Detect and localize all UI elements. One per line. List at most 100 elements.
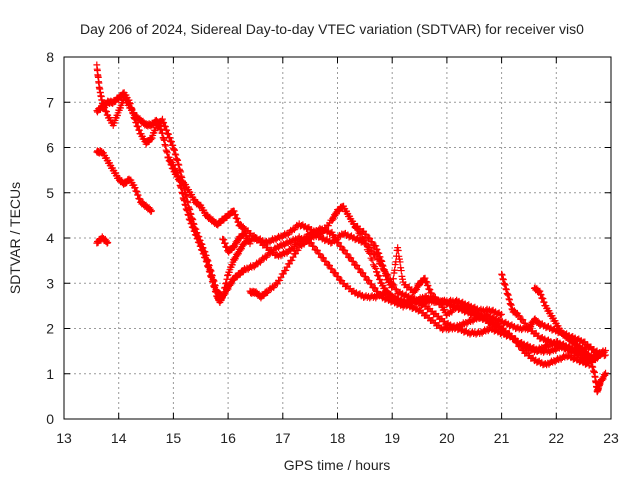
data-point xyxy=(328,265,336,273)
data-point xyxy=(379,261,386,269)
data-point xyxy=(496,311,504,319)
data-point xyxy=(350,220,358,228)
y-tick-label: 8 xyxy=(46,49,54,65)
data-point xyxy=(208,277,216,285)
data-point xyxy=(219,292,227,299)
data-point xyxy=(231,211,239,219)
data-point xyxy=(222,279,230,287)
data-point xyxy=(174,156,182,164)
data-point xyxy=(171,146,179,154)
data-point xyxy=(173,156,181,163)
data-point xyxy=(180,195,188,203)
data-point xyxy=(203,258,211,266)
data-point xyxy=(185,215,193,223)
data-point xyxy=(360,235,368,243)
data-point xyxy=(587,358,595,366)
y-tick-label: 3 xyxy=(46,275,54,291)
data-point xyxy=(180,197,188,204)
data-point xyxy=(602,351,609,359)
data-point xyxy=(362,230,370,238)
y-tick-label: 6 xyxy=(46,140,54,156)
data-point xyxy=(204,262,211,270)
data-point xyxy=(506,300,514,307)
data-point xyxy=(163,126,171,134)
data-point xyxy=(352,225,360,232)
data-point xyxy=(335,239,343,247)
series-track-3 xyxy=(93,147,155,215)
data-point xyxy=(537,291,545,299)
data-point xyxy=(182,205,190,213)
data-point xyxy=(377,257,385,265)
data-point xyxy=(168,138,175,146)
data-point xyxy=(380,266,388,274)
data-point xyxy=(424,282,432,290)
data-point xyxy=(179,190,186,198)
data-point xyxy=(362,241,370,249)
data-point xyxy=(207,273,215,281)
data-point xyxy=(132,119,140,127)
x-tick-label: 15 xyxy=(166,430,182,446)
data-point xyxy=(423,278,431,286)
data-point xyxy=(354,225,361,233)
series-track-4 xyxy=(93,233,112,247)
x-tick-label: 13 xyxy=(56,430,72,446)
data-point xyxy=(127,104,135,111)
data-point xyxy=(500,280,508,287)
data-point xyxy=(378,258,386,265)
data-point xyxy=(507,301,515,309)
data-point xyxy=(212,288,220,296)
data-point xyxy=(586,353,594,361)
data-point xyxy=(294,246,302,254)
data-point xyxy=(428,289,436,297)
data-point xyxy=(286,260,293,268)
data-point xyxy=(585,352,593,360)
data-point xyxy=(176,167,184,175)
data-point xyxy=(188,220,196,228)
data-point xyxy=(185,211,192,219)
data-point xyxy=(220,288,228,296)
data-point xyxy=(503,286,510,294)
data-layer xyxy=(93,61,609,396)
data-point xyxy=(135,126,143,134)
data-point xyxy=(366,234,374,242)
data-point xyxy=(208,274,216,281)
x-tick-label: 23 xyxy=(603,430,619,446)
data-point xyxy=(196,239,203,247)
data-point xyxy=(183,207,191,215)
data-point xyxy=(320,254,327,262)
x-tick-label: 18 xyxy=(330,430,346,446)
x-tick-label: 14 xyxy=(111,430,127,446)
data-point xyxy=(600,371,608,378)
data-point xyxy=(193,231,200,239)
data-point xyxy=(177,184,185,192)
data-point xyxy=(175,176,183,184)
data-point xyxy=(283,263,291,271)
data-point xyxy=(368,280,375,288)
x-axis-label: GPS time / hours xyxy=(284,457,391,473)
data-point xyxy=(202,257,210,265)
data-point xyxy=(375,249,383,257)
x-tick-label: 21 xyxy=(494,430,510,446)
x-tick-label: 17 xyxy=(275,430,291,446)
data-point xyxy=(230,207,238,215)
data-point xyxy=(368,256,376,264)
data-point xyxy=(588,362,596,370)
y-tick-label: 1 xyxy=(46,366,54,382)
data-point xyxy=(129,110,137,118)
data-point xyxy=(148,207,155,215)
data-point xyxy=(206,268,214,276)
data-point xyxy=(209,278,217,286)
data-point xyxy=(515,312,523,320)
series-track-1 xyxy=(93,61,607,364)
data-point xyxy=(359,235,366,242)
data-point xyxy=(162,142,169,150)
data-point xyxy=(379,262,387,270)
data-point xyxy=(128,104,135,112)
data-point xyxy=(161,141,169,148)
data-point xyxy=(506,296,513,304)
data-point xyxy=(103,239,111,247)
data-point xyxy=(147,208,155,215)
data-point xyxy=(589,363,597,371)
